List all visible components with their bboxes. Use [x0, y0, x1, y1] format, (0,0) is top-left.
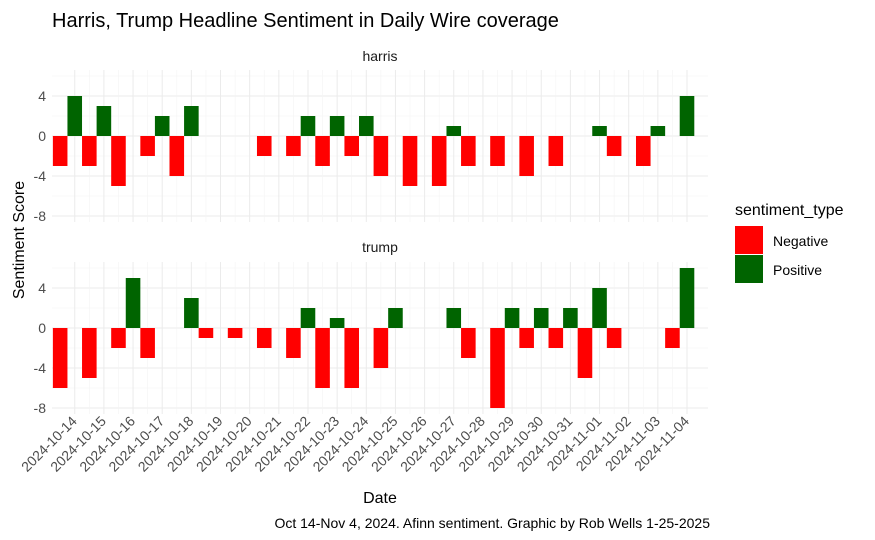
trump-bar-negative: [111, 328, 126, 348]
trump-bar-positive: [300, 308, 316, 328]
harris-bar-negative: [82, 136, 97, 166]
harris-bar-negative: [519, 136, 534, 176]
harris-bar-negative: [52, 136, 68, 166]
harris-bar-negative: [461, 136, 476, 166]
y-tick-label: 4: [38, 280, 46, 296]
y-tick-label: -8: [34, 400, 47, 416]
trump-bar-negative: [490, 328, 505, 408]
harris-bar-negative: [344, 136, 360, 156]
y-tick-label: 0: [38, 320, 46, 336]
harris-bar-positive: [679, 96, 695, 136]
harris-bar-positive: [650, 126, 666, 136]
trump-bar-negative: [548, 328, 564, 348]
y-axis-title: Sentiment Score: [11, 181, 28, 299]
harris-bar-positive: [67, 96, 83, 136]
trump-bar-negative: [82, 328, 97, 378]
harris-bar-positive: [96, 106, 112, 136]
trump-bar-positive: [592, 288, 607, 328]
chart-caption: Oct 14-Nov 4, 2024. Afinn sentiment. Gra…: [274, 515, 710, 531]
harris-bar-negative: [548, 136, 564, 166]
trump-bar-positive: [504, 308, 520, 328]
trump-bar-negative: [519, 328, 534, 348]
facet-label-trump: trump: [362, 239, 398, 255]
trump-bar-positive: [388, 308, 403, 328]
panel-trump: trump -8 -4 0 4: [34, 239, 708, 416]
harris-bar-positive: [300, 116, 316, 136]
trump-bar-positive: [563, 308, 578, 328]
harris-bar-positive: [184, 106, 199, 136]
trump-bar-negative: [373, 328, 389, 368]
harris-bar-negative: [606, 136, 622, 156]
facet-label-harris: harris: [362, 48, 397, 64]
trump-bar-negative: [140, 328, 155, 358]
trump-bar-negative: [227, 328, 243, 338]
harris-bar-negative: [140, 136, 155, 156]
trump-bar-negative: [256, 328, 272, 348]
trump-bar-negative: [52, 328, 68, 388]
trump-bar-negative: [315, 328, 330, 388]
harris-bar-negative: [373, 136, 389, 176]
trump-bar-positive: [184, 298, 199, 328]
trump-bar-negative: [577, 328, 593, 378]
trump-bar-negative: [198, 328, 214, 338]
chart-title: Harris, Trump Headline Sentiment in Dail…: [52, 10, 559, 32]
legend-swatch-negative: [735, 226, 763, 254]
trump-bar-positive: [533, 308, 549, 328]
trump-bar-negative: [344, 328, 360, 388]
harris-bar-negative: [635, 136, 651, 166]
legend-label-negative: Negative: [773, 233, 828, 249]
y-tick-label: -4: [34, 168, 47, 184]
trump-bar-negative: [461, 328, 476, 358]
harris-bar-positive: [359, 116, 374, 136]
panel-harris: harris -8 -4 0 4: [34, 48, 708, 224]
harris-bar-negative: [169, 136, 185, 176]
panels: harris -8 -4 0 4 trump -8 -4 0 4 2024-10-142024-10…: [18, 48, 708, 475]
trump-bar-negative: [286, 328, 301, 358]
x-tick-labels: 2024-10-142024-10-152024-10-162024-10-17…: [18, 413, 692, 475]
y-tick-label: 4: [38, 88, 46, 104]
trump-bar-negative: [665, 328, 680, 348]
trump-bar-negative: [606, 328, 622, 348]
harris-bar-negative: [431, 136, 447, 186]
trump-bar-positive: [125, 278, 141, 328]
legend-title: sentiment_type: [735, 202, 844, 219]
legend-label-positive: Positive: [773, 262, 822, 278]
harris-bar-positive: [446, 126, 462, 136]
legend-swatch-positive: [735, 255, 763, 283]
y-tick-label: -8: [34, 208, 47, 224]
trump-bar-positive: [679, 268, 695, 328]
legend: sentiment_type Negative Positive: [735, 202, 844, 283]
harris-bar-negative: [315, 136, 330, 166]
trump-bar-positive: [446, 308, 462, 328]
harris-bar-negative: [286, 136, 301, 156]
y-tick-label: 0: [38, 128, 46, 144]
x-axis-title: Date: [363, 490, 397, 507]
harris-bar-negative: [490, 136, 505, 166]
trump-bar-positive: [329, 318, 345, 328]
harris-bar-positive: [329, 116, 345, 136]
y-tick-label: -4: [34, 360, 47, 376]
harris-bar-negative: [111, 136, 126, 186]
harris-bar-negative: [256, 136, 272, 156]
harris-bar-positive: [592, 126, 607, 136]
harris-bar-negative: [402, 136, 418, 186]
harris-bar-positive: [154, 116, 170, 136]
